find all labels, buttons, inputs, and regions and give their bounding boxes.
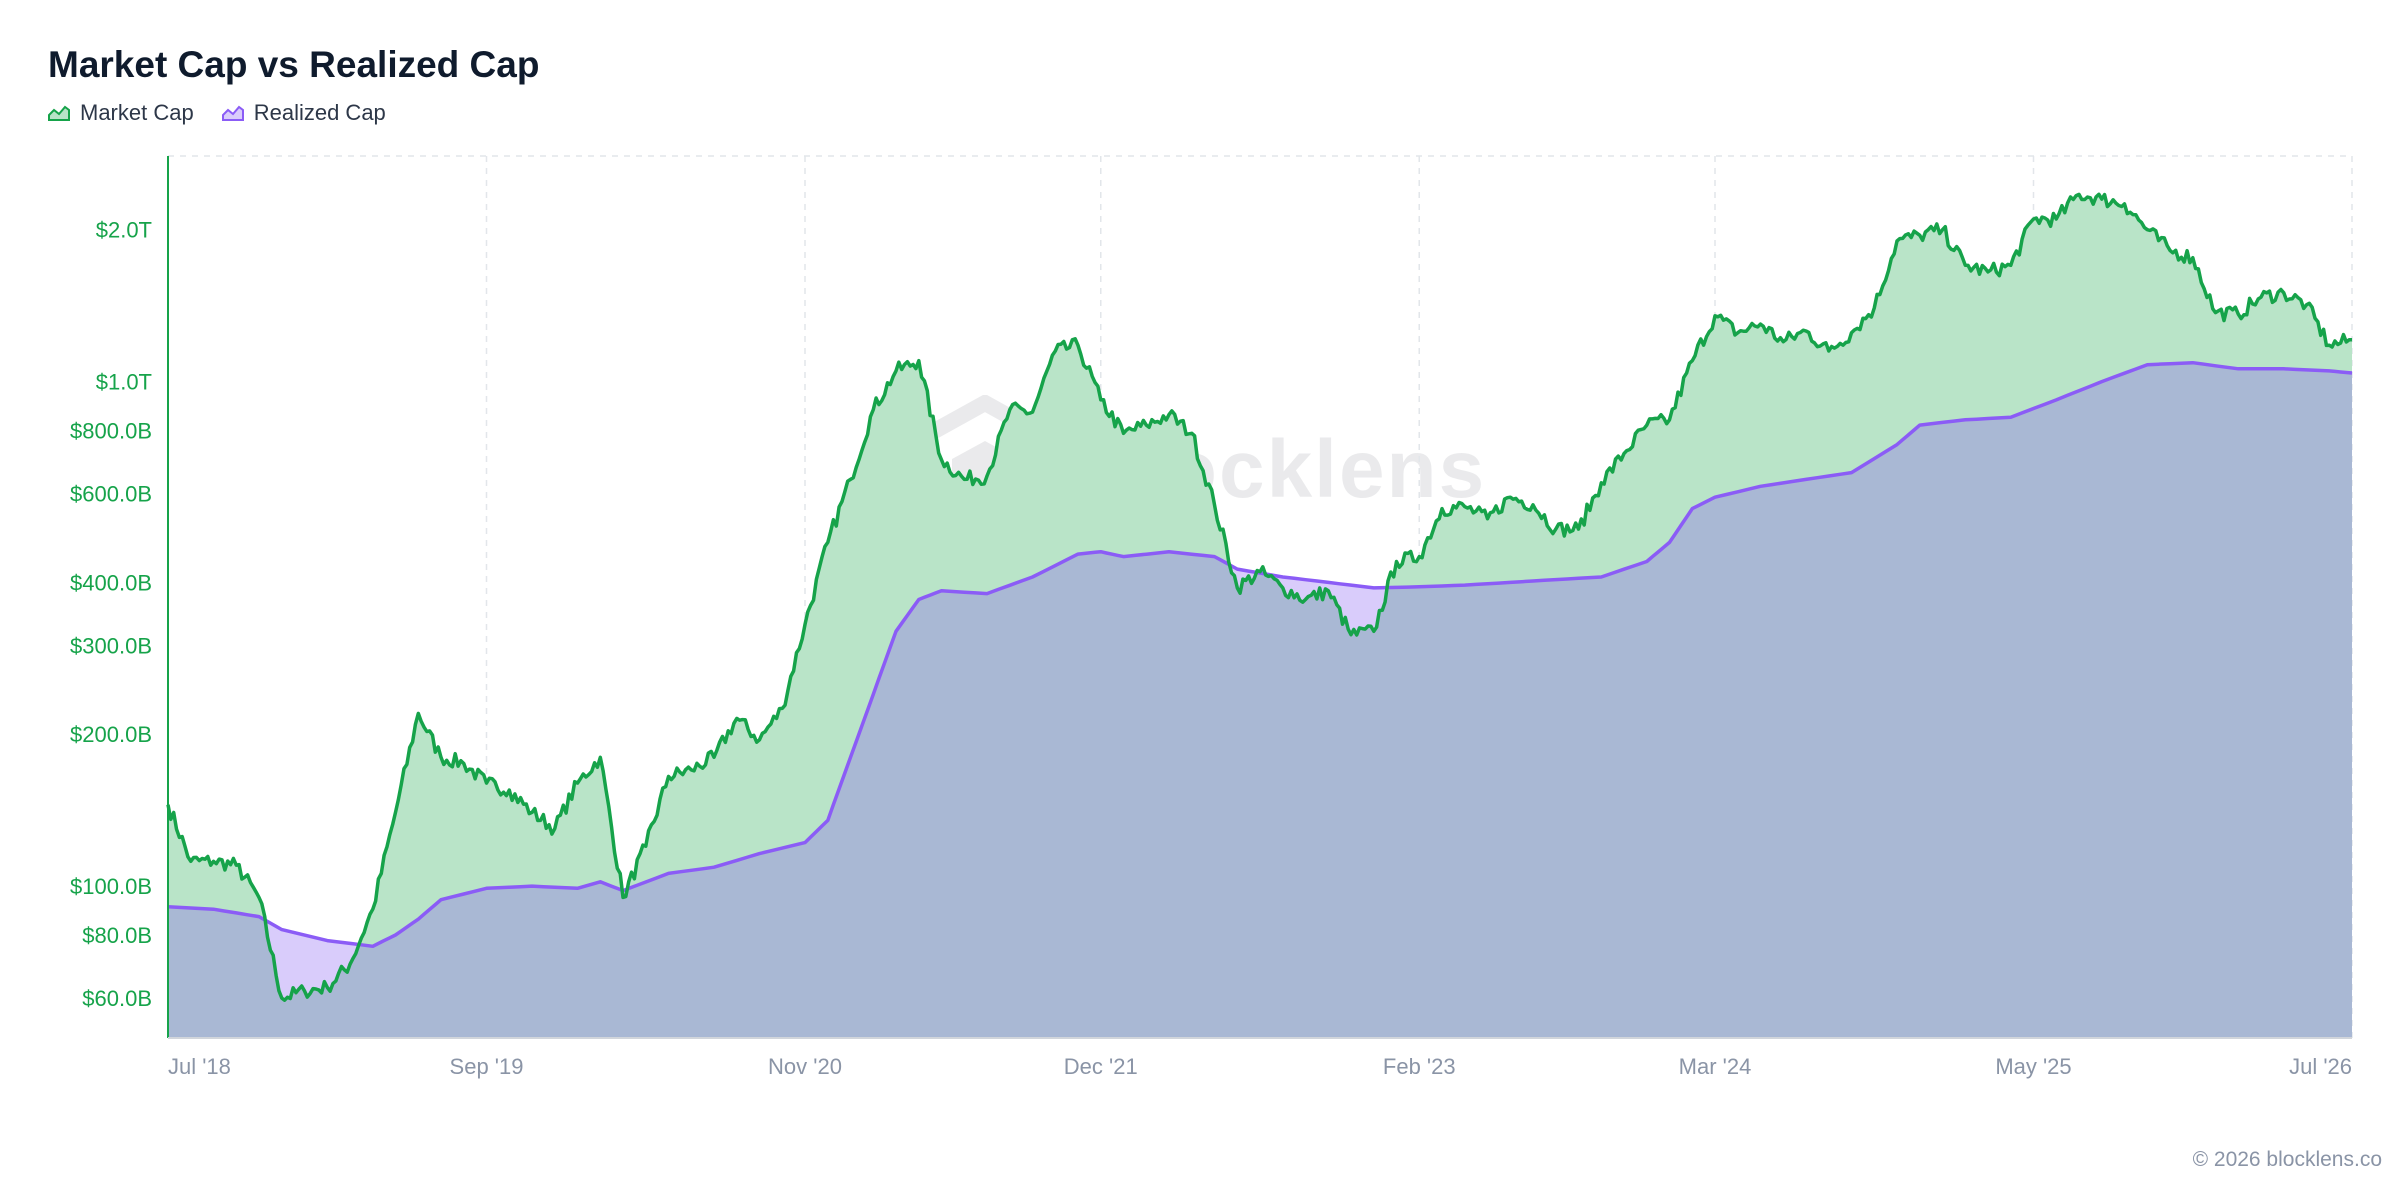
- x-tick-label: Sep '19: [450, 1054, 524, 1079]
- x-tick-label: May '25: [1995, 1054, 2071, 1079]
- x-tick-label: Nov '20: [768, 1054, 842, 1079]
- y-tick-label: $1.0T: [96, 370, 152, 395]
- y-tick-label: $2.0T: [96, 218, 152, 243]
- footer-copyright: © 2026 blocklens.co: [2192, 1148, 2382, 1171]
- y-tick-label: $400.0B: [70, 570, 152, 595]
- legend-label-realized-cap: Realized Cap: [253, 100, 386, 125]
- y-tick-label: $300.0B: [70, 633, 152, 658]
- x-tick-label: Mar '24: [1679, 1054, 1752, 1079]
- y-tick-label: $80.0B: [82, 923, 152, 948]
- chart-title: Market Cap vs Realized Cap: [48, 44, 540, 85]
- y-tick-label: $100.0B: [70, 874, 152, 899]
- legend-item-realized-cap[interactable]: Realized Cap: [221, 100, 386, 126]
- x-tick-label: Jul '18: [168, 1054, 231, 1079]
- y-axis-ticks: $60.0B $80.0B $100.0B $200.0B $300.0B $400.0B…: [70, 218, 152, 1011]
- area-chart-icon: [48, 105, 70, 121]
- y-tick-label: $60.0B: [82, 986, 152, 1011]
- realized-cap-line[interactable]: [167, 360, 2353, 949]
- x-axis-ticks: Jul '18 Sep '19 Nov '20 Dec '21 Feb '23 Mar '…: [168, 1054, 2352, 1079]
- legend-item-market-cap[interactable]: Market Cap: [48, 100, 194, 126]
- market-cap-line[interactable]: [166, 192, 2353, 1002]
- x-tick-label: Jul '26: [2289, 1054, 2352, 1079]
- area-chart-icon: [221, 105, 244, 121]
- chart-legend: Market Cap Realized Cap: [48, 100, 386, 126]
- y-tick-label: $600.0B: [70, 482, 152, 507]
- x-tick-label: Feb '23: [1383, 1054, 1456, 1079]
- x-tick-label: Dec '21: [1064, 1054, 1138, 1079]
- legend-label-market-cap: Market Cap: [80, 100, 194, 125]
- y-tick-label: $800.0B: [70, 418, 152, 443]
- y-tick-label: $200.0B: [70, 722, 152, 747]
